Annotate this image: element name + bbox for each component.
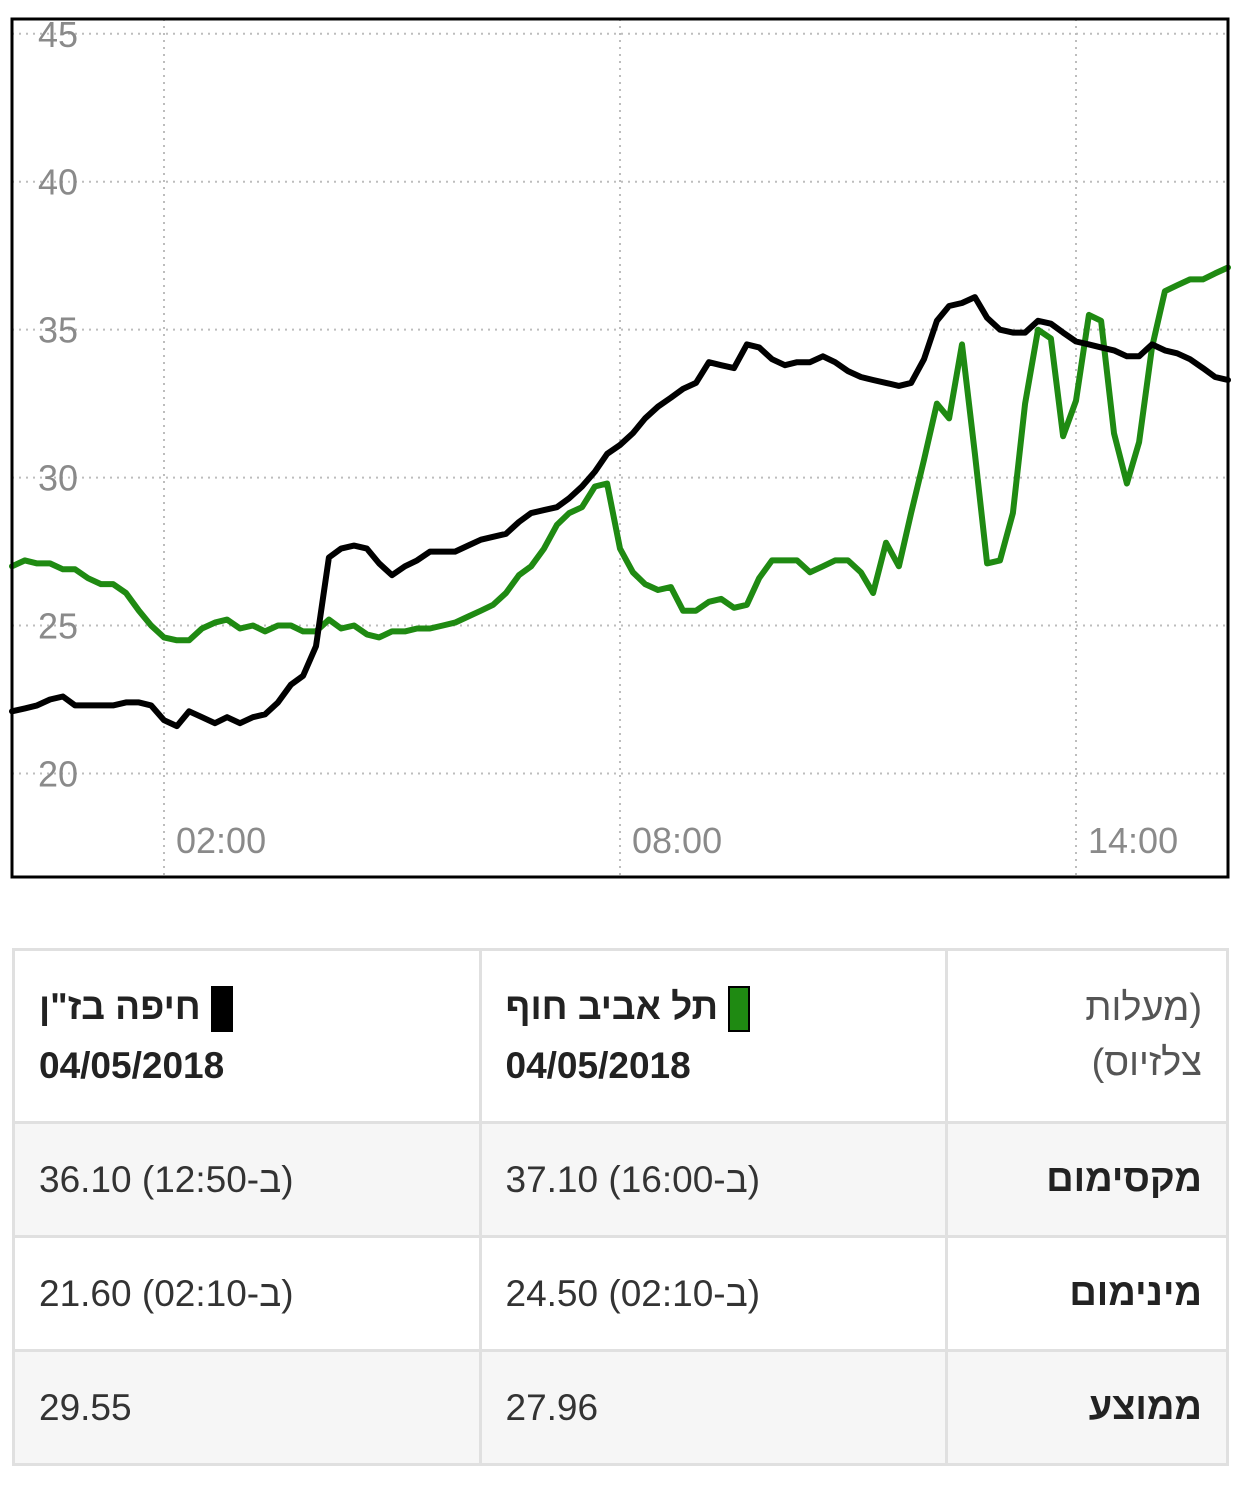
y-tick-label: 25 xyxy=(38,606,78,647)
y-tick-label: 45 xyxy=(38,14,78,55)
series-name-haifa: חיפה בז"ן xyxy=(39,985,201,1027)
avg-tel-aviv: 27.96 xyxy=(478,1349,948,1466)
series-line-tel-aviv xyxy=(9,264,1231,644)
legend-swatch-tel-aviv xyxy=(728,986,751,1033)
series-header-haifa: חיפה בז"ן 04/05/2018 xyxy=(12,948,482,1124)
y-tick-label: 30 xyxy=(38,458,78,499)
x-tick-label: 02:00 xyxy=(176,820,266,861)
max-tel-aviv: 37.10 (ב-16:00) xyxy=(478,1121,948,1238)
tick-labels: 45 40 35 30 25 20 02:00 08:00 14:00 xyxy=(38,14,1178,861)
unit-header-cell: (מעלות צלזיוס) xyxy=(945,948,1229,1124)
x-tick-label: 14:00 xyxy=(1088,820,1178,861)
max-haifa: 36.10 (ב-12:50) xyxy=(12,1121,482,1238)
unit-header-line-1: (מעלות xyxy=(1085,986,1202,1029)
min-tel-aviv: 24.50 (ב-02:10) xyxy=(478,1235,948,1352)
unit-header-line-2: צלזיוס) xyxy=(1091,1042,1202,1084)
avg-haifa: 29.55 xyxy=(12,1349,482,1466)
plot-frame xyxy=(10,17,1230,879)
series-lines xyxy=(9,264,1231,730)
row-label-max: מקסימום xyxy=(945,1121,1229,1238)
series-date-tel-aviv: 04/05/2018 xyxy=(505,1045,691,1086)
table-row: מקסימום 37.10 (ב-16:00) 36.10 (ב-12:50) xyxy=(12,1121,1229,1238)
row-label-min: מינימום xyxy=(945,1235,1229,1352)
row-label-avg: ממוצע xyxy=(945,1349,1229,1466)
stats-table: (מעלות צלזיוס) תל אביב חוף 04/05/2018 חי… xyxy=(12,948,1229,1466)
table-row: מינימום 24.50 (ב-02:10) 21.60 (ב-02:10) xyxy=(12,1235,1229,1352)
table-row: ממוצע 27.96 29.55 xyxy=(12,1349,1229,1466)
temperature-chart: 45 40 35 30 25 20 02:00 08:00 14:00 xyxy=(9,14,1231,879)
y-tick-label: 35 xyxy=(38,310,78,351)
y-tick-label: 20 xyxy=(38,753,78,794)
y-tick-label: 40 xyxy=(38,162,78,203)
min-haifa: 21.60 (ב-02:10) xyxy=(12,1235,482,1352)
series-line-haifa xyxy=(9,294,1231,730)
series-header-tel-aviv: תל אביב חוף 04/05/2018 xyxy=(478,948,948,1124)
series-name-tel-aviv: תל אביב חוף xyxy=(505,985,719,1027)
x-tick-label: 08:00 xyxy=(632,820,722,861)
series-date-haifa: 04/05/2018 xyxy=(39,1045,225,1086)
table-header-row: (מעלות צלזיוס) תל אביב חוף 04/05/2018 חי… xyxy=(12,948,1229,1124)
legend-swatch-haifa xyxy=(210,986,233,1033)
